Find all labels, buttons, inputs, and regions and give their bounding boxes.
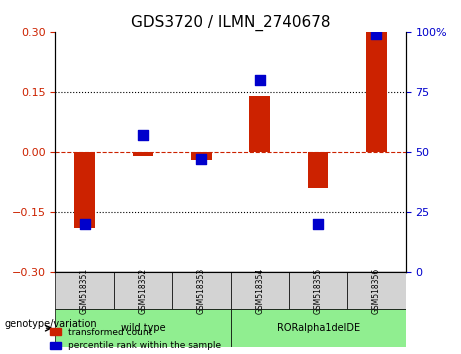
Text: GSM518354: GSM518354: [255, 268, 264, 314]
Bar: [191, 152, 212, 160]
Text: GSM518355: GSM518355: [313, 268, 323, 314]
Bar: [74, 152, 95, 228]
Point: [81, 221, 88, 227]
Text: GSM518351: GSM518351: [80, 268, 89, 314]
Text: GSM518356: GSM518356: [372, 268, 381, 314]
Text: RORalpha1delDE: RORalpha1delDE: [277, 323, 360, 333]
FancyBboxPatch shape: [55, 272, 114, 309]
Bar: [249, 96, 270, 152]
FancyBboxPatch shape: [230, 309, 406, 347]
Bar: [308, 152, 328, 188]
Text: GSM518353: GSM518353: [197, 268, 206, 314]
Text: GSM518352: GSM518352: [138, 268, 148, 314]
FancyBboxPatch shape: [172, 272, 230, 309]
Text: genotype/variation: genotype/variation: [5, 319, 97, 329]
Point: [198, 156, 205, 162]
Legend: transformed count, percentile rank within the sample: transformed count, percentile rank withi…: [46, 324, 225, 354]
Point: [256, 77, 263, 83]
FancyBboxPatch shape: [55, 309, 230, 347]
FancyBboxPatch shape: [114, 272, 172, 309]
Bar: [133, 152, 153, 156]
FancyBboxPatch shape: [230, 272, 289, 309]
FancyBboxPatch shape: [347, 272, 406, 309]
FancyBboxPatch shape: [289, 272, 347, 309]
Text: wild type: wild type: [121, 323, 165, 333]
Point: [373, 32, 380, 37]
Point: [314, 221, 322, 227]
Bar: [366, 32, 387, 152]
Point: [139, 132, 147, 138]
Title: GDS3720 / ILMN_2740678: GDS3720 / ILMN_2740678: [131, 14, 330, 30]
